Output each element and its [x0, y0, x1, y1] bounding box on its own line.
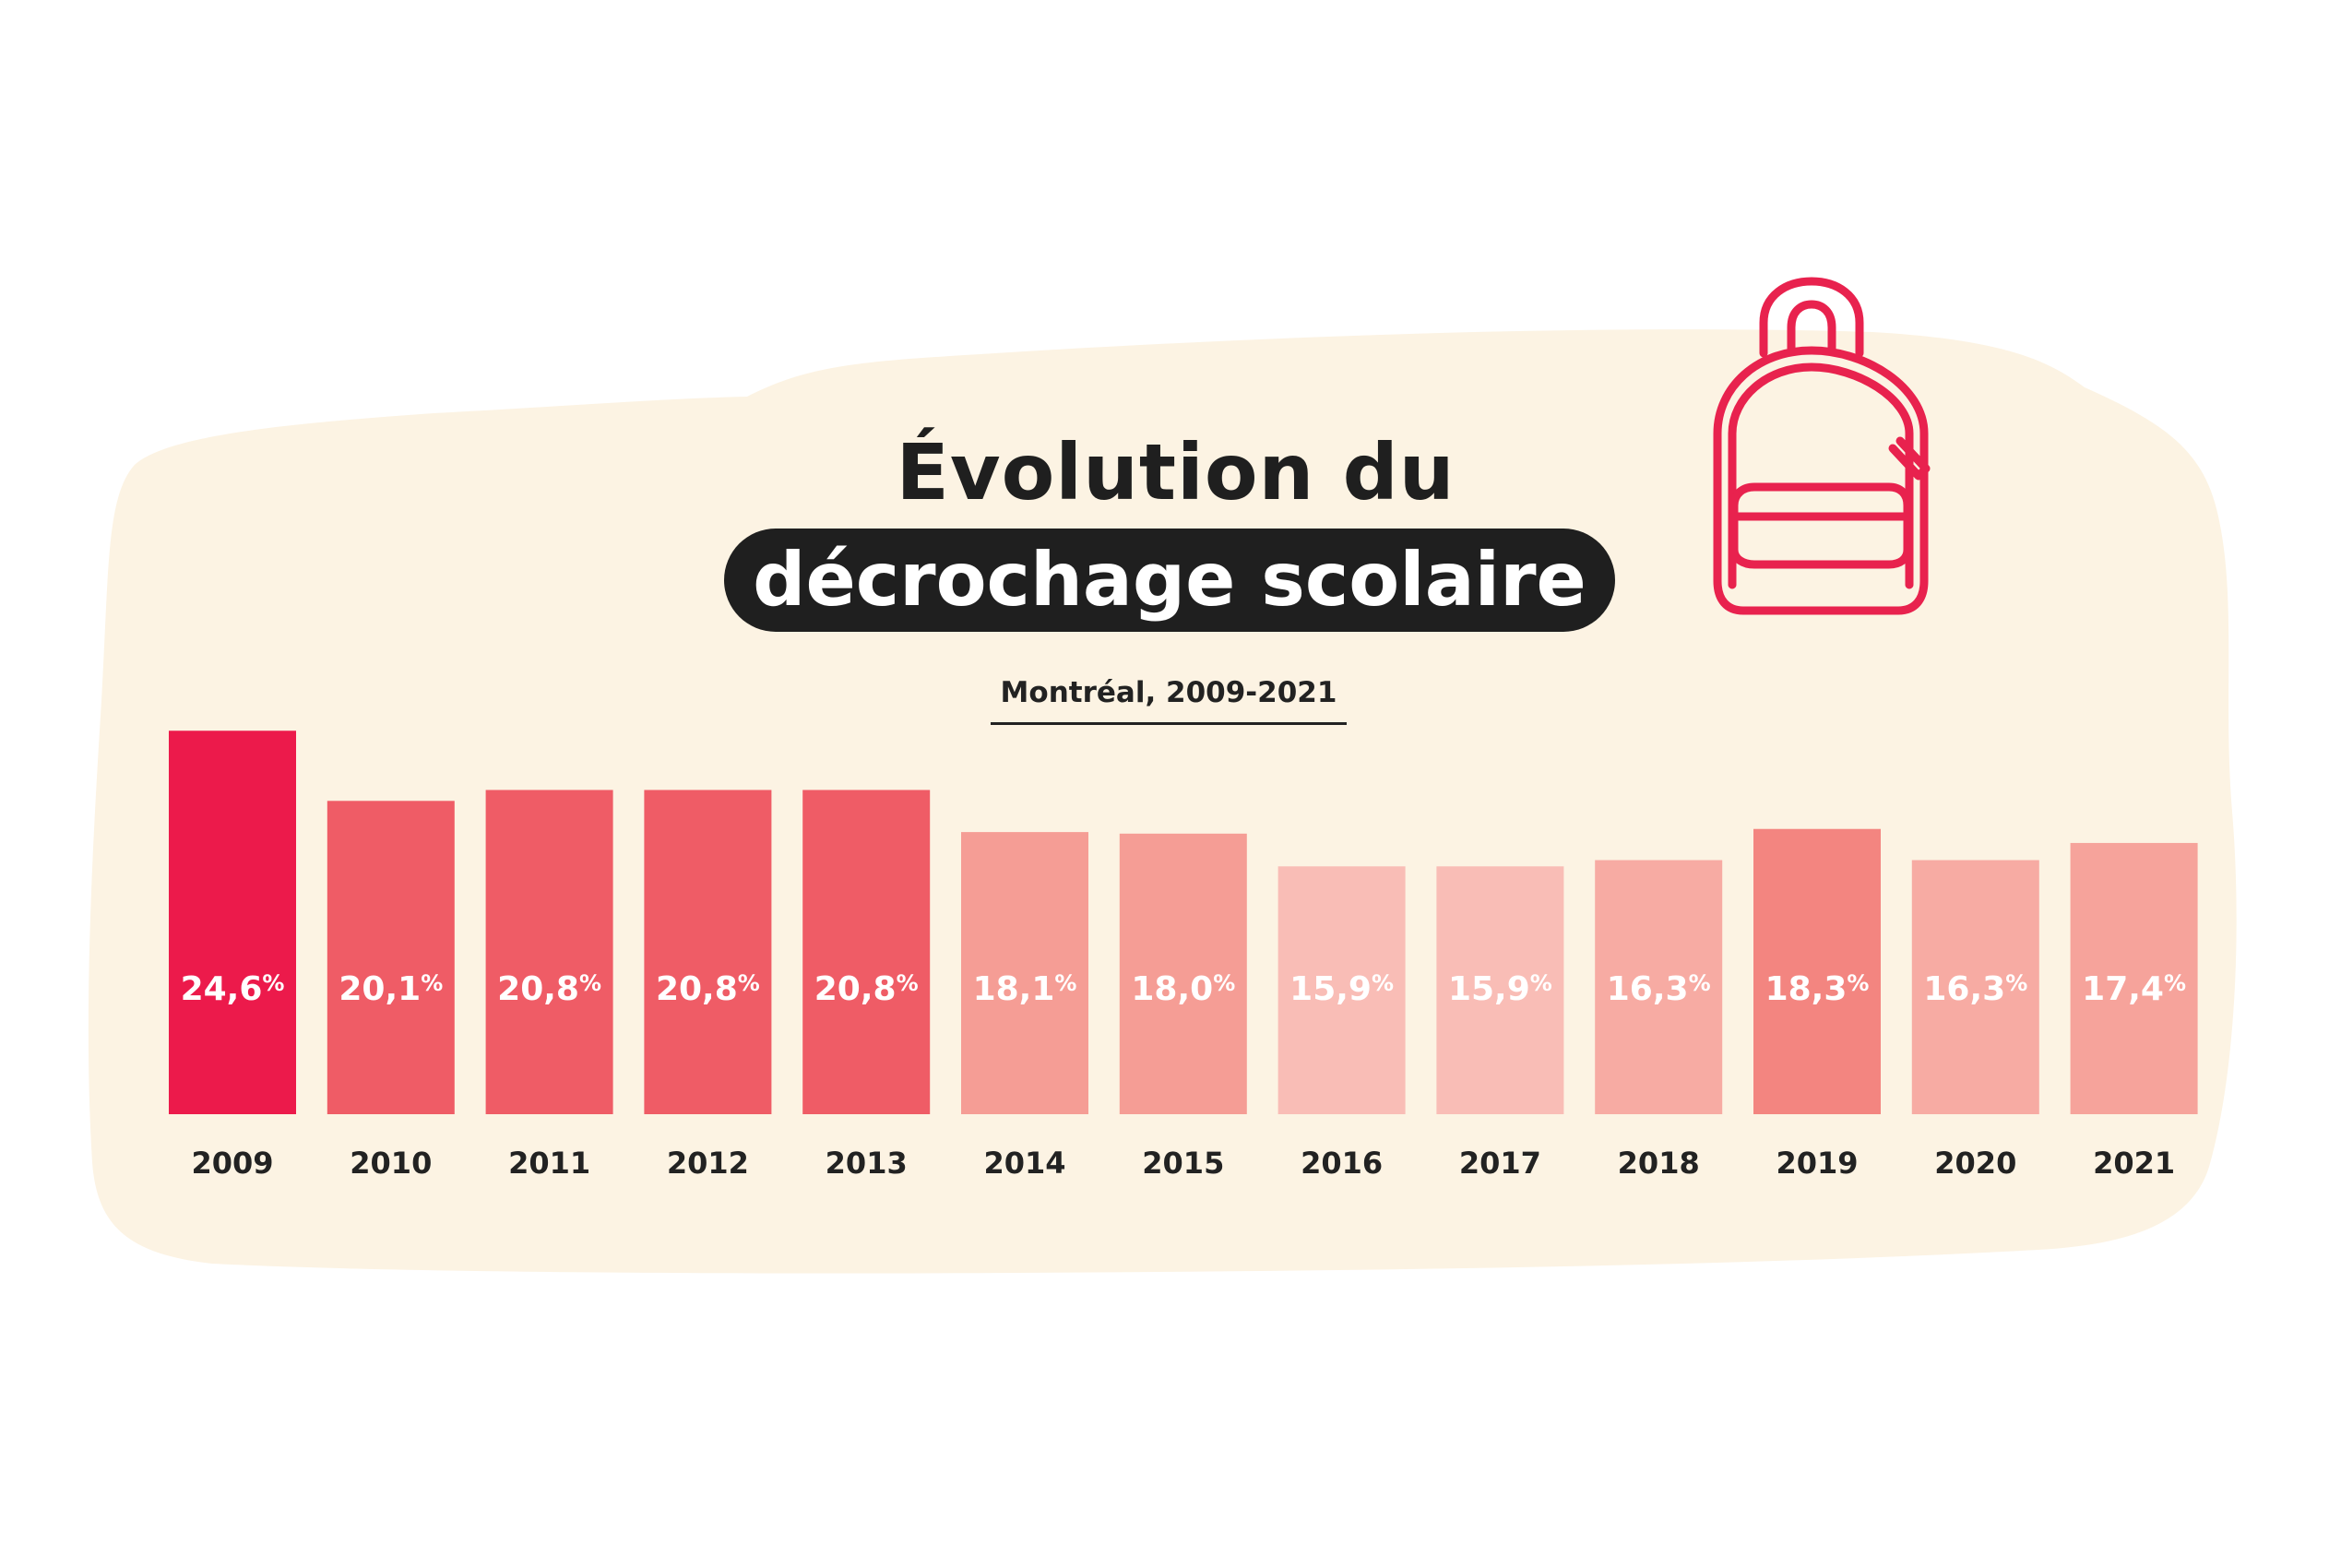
- year-label-2009: 2009: [191, 1146, 273, 1181]
- bar-2012: [644, 790, 772, 1114]
- bar-2013: [802, 790, 931, 1114]
- labels-layer: 24,6% 2009 20,1% 2010 20,8% 2011 20,8% 2012 20,8…: [181, 970, 2186, 1181]
- year-label-2016: 2016: [1301, 1146, 1383, 1181]
- year-label-2019: 2019: [1776, 1146, 1858, 1181]
- value-label-2010: 20,1%: [339, 970, 443, 1008]
- value-label-2012: 20,8%: [656, 970, 760, 1008]
- value-label-2018: 16,3%: [1607, 970, 1711, 1008]
- bar-2016: [1277, 866, 1406, 1114]
- chart-title-line1: Évolution du: [896, 427, 1456, 517]
- value-label-2014: 18,1%: [973, 970, 1077, 1008]
- year-label-2018: 2018: [1618, 1146, 1700, 1181]
- bar-2011: [485, 790, 613, 1114]
- chart-subtitle: Montréal, 2009-2021: [991, 676, 1347, 725]
- year-label-2012: 2012: [667, 1146, 749, 1181]
- year-label-2011: 2011: [508, 1146, 590, 1181]
- value-label-2013: 20,8%: [814, 970, 919, 1008]
- year-label-2017: 2017: [1459, 1146, 1541, 1181]
- bar-2009: [169, 731, 296, 1114]
- value-label-2016: 15,9%: [1289, 970, 1394, 1008]
- value-label-2009: 24,6%: [181, 970, 285, 1008]
- year-label-2013: 2013: [826, 1146, 908, 1181]
- title-pill: [724, 529, 1615, 632]
- bars-layer: [169, 731, 2198, 1114]
- value-label-2017: 15,9%: [1448, 970, 1552, 1008]
- year-label-2014: 2014: [983, 1146, 1065, 1181]
- bar-2014: [961, 832, 1088, 1114]
- bar-2020: [1911, 860, 2039, 1114]
- value-label-2021: 17,4%: [2082, 970, 2186, 1008]
- value-label-2019: 18,3%: [1765, 970, 1870, 1008]
- bar-2017: [1436, 866, 1564, 1114]
- bar-2019: [1753, 828, 1881, 1114]
- value-label-2020: 16,3%: [1923, 970, 2027, 1008]
- value-label-2015: 18,0%: [1131, 970, 1235, 1008]
- bar-2015: [1119, 833, 1247, 1114]
- bar-2018: [1595, 860, 1723, 1114]
- year-label-2020: 2020: [1934, 1146, 2016, 1181]
- bar-2010: [327, 801, 455, 1114]
- year-label-2021: 2021: [2093, 1146, 2175, 1181]
- year-label-2015: 2015: [1142, 1146, 1224, 1181]
- bar-2021: [2070, 842, 2198, 1114]
- value-label-2011: 20,8%: [497, 970, 601, 1008]
- year-label-2010: 2010: [350, 1146, 432, 1181]
- chart-title-line2: décrochage scolaire: [753, 537, 1586, 623]
